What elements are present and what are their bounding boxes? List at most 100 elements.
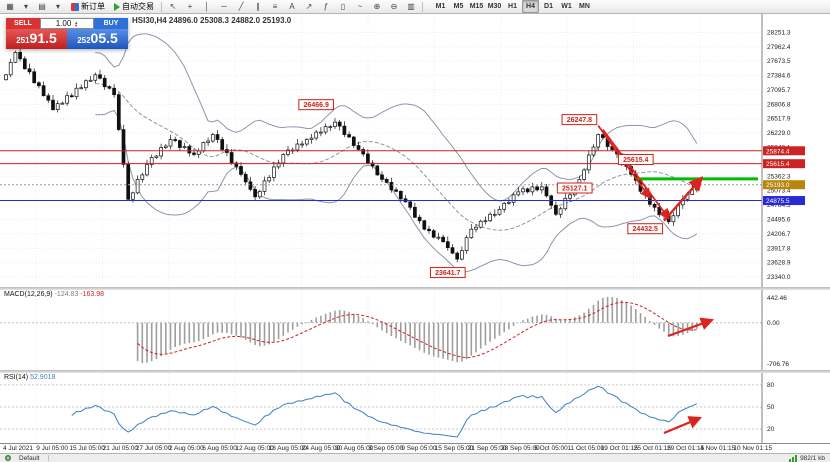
toolbar-separator <box>161 1 162 12</box>
timeframe-h1[interactable]: H1 <box>508 3 517 10</box>
profiles-dropdown-icon[interactable]: ▾ <box>55 2 60 11</box>
arrow-object-icon[interactable]: ↗ <box>305 2 313 11</box>
new-order-icon <box>71 2 79 11</box>
trendline-icon[interactable]: ╱ <box>238 2 244 11</box>
equidistant-channel-icon[interactable]: ∥ <box>256 2 260 11</box>
svg-text:25362.3: 25362.3 <box>767 173 791 180</box>
timeframe-mn[interactable]: MN <box>579 3 590 10</box>
autotrading-button[interactable]: 自动交易 <box>110 1 158 13</box>
macd-value: -124.83 <box>54 291 79 298</box>
svg-text:25193.0: 25193.0 <box>766 182 790 189</box>
candles <box>4 47 699 263</box>
svg-text:27673.5: 27673.5 <box>767 58 791 65</box>
rsi-indicator-pane[interactable]: 80 50 20 RSI(14) 52.9018 <box>0 373 830 443</box>
svg-text:50: 50 <box>767 404 775 411</box>
tile-windows-icon[interactable]: ▥ <box>407 2 415 11</box>
fibonacci-icon[interactable]: ≡ <box>272 2 278 11</box>
sell-button[interactable]: 251 91.5 <box>6 29 67 49</box>
time-label: 4 Nov 01:15 <box>700 445 736 452</box>
indicators-icon[interactable]: ƒ <box>323 2 329 11</box>
time-label: 15 Sep 05:00 <box>434 445 474 452</box>
zoom-out-icon[interactable]: ⊖ <box>390 2 398 11</box>
profiles-icon[interactable]: ▤ <box>38 2 46 11</box>
buy-button[interactable]: 252 05.5 <box>67 29 128 49</box>
svg-text:24784.5: 24784.5 <box>767 202 791 209</box>
macd-up-arrow <box>667 317 715 338</box>
timeframe-buttons: M1 M5 M15 M30 H1 H4 D1 W1 MN <box>432 0 593 13</box>
toolbar-separator <box>422 1 423 12</box>
svg-text:23340.0: 23340.0 <box>767 274 791 281</box>
connection-globe-icon <box>5 455 11 461</box>
vertical-line-icon[interactable]: │ <box>204 2 210 11</box>
new-order-button[interactable]: 新订单 <box>67 1 109 13</box>
pane-splitter[interactable] <box>0 370 830 373</box>
cursor-icon[interactable]: ↖ <box>169 2 177 11</box>
crosshair-icon[interactable]: + <box>187 2 193 11</box>
trendline <box>602 129 670 220</box>
price-chart-canvas[interactable]: 28251.3 27962.4 27673.5 27384.6 27095.7 26806… <box>0 14 830 287</box>
time-label: 24 Aug 05:00 <box>301 445 341 452</box>
macd-indicator-pane[interactable]: 442.46 0.00 -706.76 MACD(12,26,9) -124.83 … <box>0 290 830 370</box>
volume-stepper[interactable]: ▲ ▼ <box>74 19 79 28</box>
timeframe-d1[interactable]: D1 <box>544 3 553 10</box>
volume-input[interactable]: 1.00 ▲ ▼ <box>40 18 94 29</box>
toolbar: ▦ ▾ ▤ ▾ 新订单 自动交易 ↖ + │ ─ ╱ ∥ ≡ A ↗ ƒ ▯ ~ ⊕ ⊖ ▥ M1 M5 M15 M30… <box>0 0 830 14</box>
timeframe-m5[interactable]: M5 <box>453 3 464 10</box>
svg-text:26806.8: 26806.8 <box>767 101 791 108</box>
time-label: 29 Oct 01:15 <box>667 445 705 452</box>
svg-text:26466.9: 26466.9 <box>304 102 329 109</box>
timeframe-m30[interactable]: M30 <box>487 3 502 10</box>
toolbar-tool-icons: ↖ + │ ─ ╱ ∥ ≡ A ↗ ƒ ▯ ~ ⊕ ⊖ ▥ <box>165 0 419 14</box>
svg-text:23917.8: 23917.8 <box>767 245 791 252</box>
price-callout-box <box>627 223 664 235</box>
pane-splitter[interactable] <box>0 287 830 290</box>
time-axis[interactable]: 4 Jul 2021 9 Jul 05:00 15 Jul 05:00 21 Jul … <box>0 443 830 453</box>
price-axis-badge <box>763 196 805 206</box>
drawn-objects[interactable]: 26466.9 26247.8 25615.4 25127.1 24432.5 23641… <box>0 99 762 279</box>
svg-text:24432.5: 24432.5 <box>633 226 658 233</box>
connection-traffic: 982/1 kb <box>800 454 825 462</box>
time-label: 9 Jul 05:00 <box>36 445 68 452</box>
time-label: 12 Aug 05:00 <box>235 445 274 452</box>
text-label-icon[interactable]: A <box>289 2 295 11</box>
macd-label: MACD(12,26,9) -124.83 -163.98 <box>4 291 105 298</box>
svg-text:26247.8: 26247.8 <box>567 117 592 124</box>
macd-signal-line <box>137 301 697 359</box>
rsi-canvas: 80 50 20 <box>0 373 775 443</box>
timeframe-h4[interactable]: H4 <box>522 0 539 13</box>
autotrading-play-icon <box>114 2 120 11</box>
svg-text:25127.1: 25127.1 <box>562 186 587 193</box>
svg-text:26517.9: 26517.9 <box>767 116 791 123</box>
timeframe-m1[interactable]: M1 <box>435 3 446 10</box>
time-label: 18 Aug 05:00 <box>268 445 307 452</box>
svg-text:25874.4: 25874.4 <box>766 148 790 155</box>
status-bar: Default 982/1 kb <box>0 453 830 462</box>
svg-text:26229.0: 26229.0 <box>767 130 791 137</box>
time-label: 10 Nov 01:15 <box>733 445 773 452</box>
svg-text:24206.7: 24206.7 <box>767 231 791 238</box>
price-callout-box <box>617 153 654 165</box>
price-callout-box <box>298 99 335 111</box>
new-chart-icon[interactable]: ▦ <box>6 2 14 11</box>
svg-text:24875.5: 24875.5 <box>766 198 790 205</box>
candles-view-icon[interactable]: ▯ <box>340 2 346 11</box>
timeframe-m15[interactable]: M15 <box>469 3 484 10</box>
buy-tab-label: BUY <box>94 18 128 29</box>
status-separator <box>47 455 49 461</box>
toolbar-left-icons: ▦ ▾ ▤ ▾ <box>2 0 66 14</box>
horizontal-line-icon[interactable]: ─ <box>221 2 227 11</box>
svg-text:28251.3: 28251.3 <box>767 29 791 36</box>
bollinger-bands <box>95 33 698 273</box>
time-label: 21 Sep 05:00 <box>467 445 507 452</box>
time-label: 3 Sep 05:00 <box>368 445 404 452</box>
svg-text:24495.6: 24495.6 <box>767 216 791 223</box>
new-chart-dropdown-icon[interactable]: ▾ <box>23 2 28 11</box>
time-label: 2 Aug 05:00 <box>169 445 204 452</box>
svg-text:23641.7: 23641.7 <box>435 270 460 277</box>
timeframe-w1[interactable]: W1 <box>561 3 572 10</box>
main-chart-pane[interactable]: 28251.3 27962.4 27673.5 27384.6 27095.7 26806… <box>0 14 830 287</box>
profile-name[interactable]: Default <box>19 454 40 462</box>
zoom-in-icon[interactable]: ⊕ <box>373 2 381 11</box>
svg-text:27962.4: 27962.4 <box>767 44 791 51</box>
line-chart-icon[interactable]: ~ <box>357 2 363 11</box>
